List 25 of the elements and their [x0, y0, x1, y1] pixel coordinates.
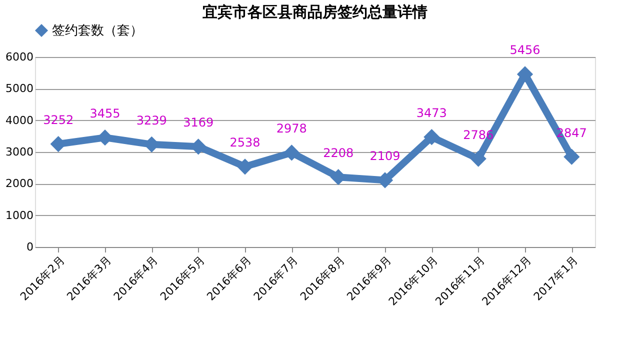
y-tick-label: 5000 [6, 82, 34, 96]
chart-title: 宜宾市各区县商品房签约总量详情 [202, 3, 428, 21]
y-tick-label: 4000 [6, 114, 34, 127]
point [236, 158, 254, 175]
data-label: 2109 [370, 149, 400, 164]
point [516, 66, 534, 82]
point [564, 148, 580, 165]
data-label: 2208 [323, 146, 354, 160]
data-label: 3239 [136, 113, 167, 128]
y-tick-label: 6000 [6, 50, 34, 64]
data-label: 2978 [276, 122, 307, 136]
data-label: 2538 [230, 136, 260, 150]
data-label: 3169 [183, 116, 214, 130]
point [470, 150, 486, 167]
y-tick-label: 3000 [6, 146, 34, 158]
y-tick-label: 1000 [6, 208, 34, 222]
data-label: 3252 [43, 113, 74, 128]
data-label: 5456 [510, 43, 540, 58]
y-tick-label: 0 [26, 240, 34, 254]
data-label: 3455 [90, 106, 120, 121]
legend-label: 签约套数（套） [52, 24, 143, 38]
y-tick-label: 2000 [6, 177, 34, 190]
point [284, 144, 300, 161]
data-label: 3473 [416, 106, 447, 120]
point [424, 128, 440, 146]
